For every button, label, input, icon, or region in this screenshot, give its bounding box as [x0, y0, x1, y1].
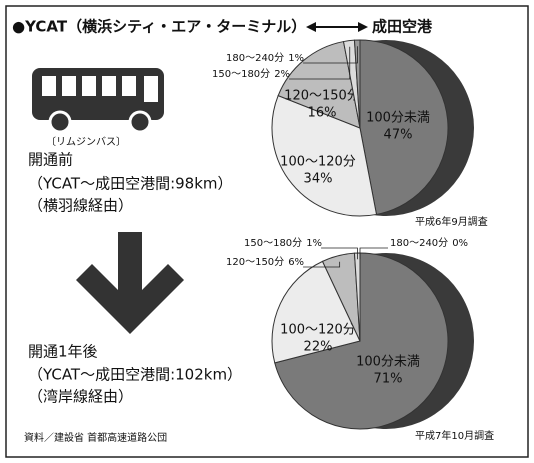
before-heading: 開通前	[28, 151, 73, 169]
leader-line	[289, 46, 351, 80]
pie-slice	[274, 252, 449, 430]
title-arrow	[306, 22, 368, 32]
slice-value-label: 22%	[304, 340, 333, 355]
leader-line	[303, 261, 341, 268]
pie: 100分未満 47% 100〜120分 34% 120〜150分 16% 150〜180分 2…	[212, 39, 488, 228]
pie-slice	[271, 94, 378, 217]
slice-value-label: 1%	[306, 238, 322, 249]
leader-line	[303, 46, 358, 64]
pie: 100分未満 71% 100〜120分 22% 120〜150分 6% 150〜180分 1%…	[226, 237, 494, 442]
slice-category: 120〜150分	[284, 89, 360, 104]
leader-line	[321, 247, 358, 260]
slice-value-label: 6%	[288, 257, 304, 268]
slice-category: 120〜150分	[226, 256, 284, 268]
leader-line	[359, 247, 388, 260]
slice-category: 180〜240分	[390, 237, 448, 249]
survey-note: 平成7年10月調査	[415, 429, 494, 442]
after-heading: 開通1年後	[28, 343, 98, 361]
survey-note: 平成6年9月調査	[415, 215, 488, 228]
after-via: （湾岸線経由）	[28, 388, 133, 406]
before-via: （横羽線経由）	[28, 197, 133, 215]
slice-value-label: 47%	[384, 128, 413, 143]
before-route: （YCAT〜成田空港間:98km）	[28, 175, 233, 193]
slice-category: 100〜120分	[280, 323, 356, 338]
slice-category: 100分未満	[366, 111, 430, 126]
slice-value-label: 2%	[274, 69, 290, 80]
slice-value-label: 16%	[308, 106, 337, 121]
pie-slice	[271, 260, 361, 364]
slice-value-label: 1%	[288, 53, 304, 64]
bus-icon	[32, 68, 164, 134]
down-arrow	[76, 232, 184, 334]
slice-label: 150〜180分 2%	[212, 68, 290, 80]
slice-label: 120〜150分 6%	[226, 256, 304, 268]
pie-slice	[359, 39, 449, 216]
slice-value-label: 0%	[452, 238, 468, 249]
after-route: （YCAT〜成田空港間:102km）	[28, 366, 242, 384]
slice-category: 100分未満	[356, 355, 420, 370]
slice-value-label: 71%	[374, 372, 403, 387]
pie-slice	[353, 39, 361, 129]
slice-value-label: 34%	[304, 172, 333, 187]
slice-category: 180〜240分	[226, 52, 284, 64]
slice-category: 150〜180分	[212, 68, 270, 80]
source: 資料／建設省 首都高速道路公団	[24, 431, 167, 444]
bus-label: 〔リムジンバス〕	[46, 136, 126, 148]
title-dest: 成田空港	[372, 18, 433, 36]
slice-category: 150〜180分	[244, 237, 302, 249]
slice-label: 180〜240分 1%	[226, 52, 304, 64]
title: ●YCAT（横浜シティ・エア・ターミナル）	[12, 18, 306, 36]
slice-label: 180〜240分 0%	[390, 237, 468, 249]
slice-label: 150〜180分 1%	[244, 237, 322, 249]
slice-category: 100〜120分	[280, 155, 356, 170]
